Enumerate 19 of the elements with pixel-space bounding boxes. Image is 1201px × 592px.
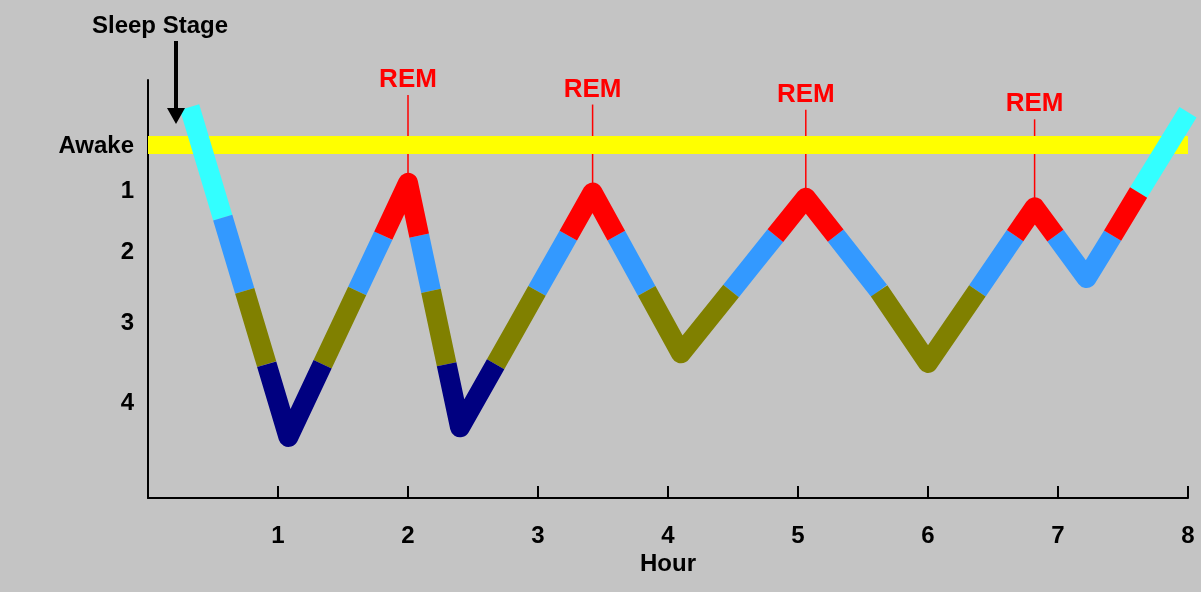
- x-tick-label: 8: [1181, 520, 1195, 548]
- y-axis-title: Sleep Stage: [92, 10, 229, 38]
- annotation: REM: [379, 62, 437, 93]
- x-tick-label: 6: [921, 520, 935, 548]
- x-axis-title: Hour: [640, 549, 696, 577]
- annotation: REM: [1005, 87, 1064, 118]
- y-tick-label: 2: [120, 236, 134, 264]
- y-tick-label: 1: [120, 175, 134, 203]
- y-tick-label: 4: [120, 388, 135, 416]
- x-tick-label: 2: [401, 520, 415, 548]
- annotation: REM: [563, 72, 622, 103]
- annotation: REM: [776, 77, 835, 108]
- x-tick-label: 1: [271, 520, 285, 548]
- x-tick-label: 7: [1051, 520, 1065, 548]
- y-tick-label: 3: [120, 307, 134, 335]
- x-tick-label: 3: [531, 520, 545, 548]
- y-tick-label: Awake: [58, 130, 134, 158]
- x-tick-label: 4: [661, 520, 676, 548]
- x-tick-label: 5: [791, 520, 805, 548]
